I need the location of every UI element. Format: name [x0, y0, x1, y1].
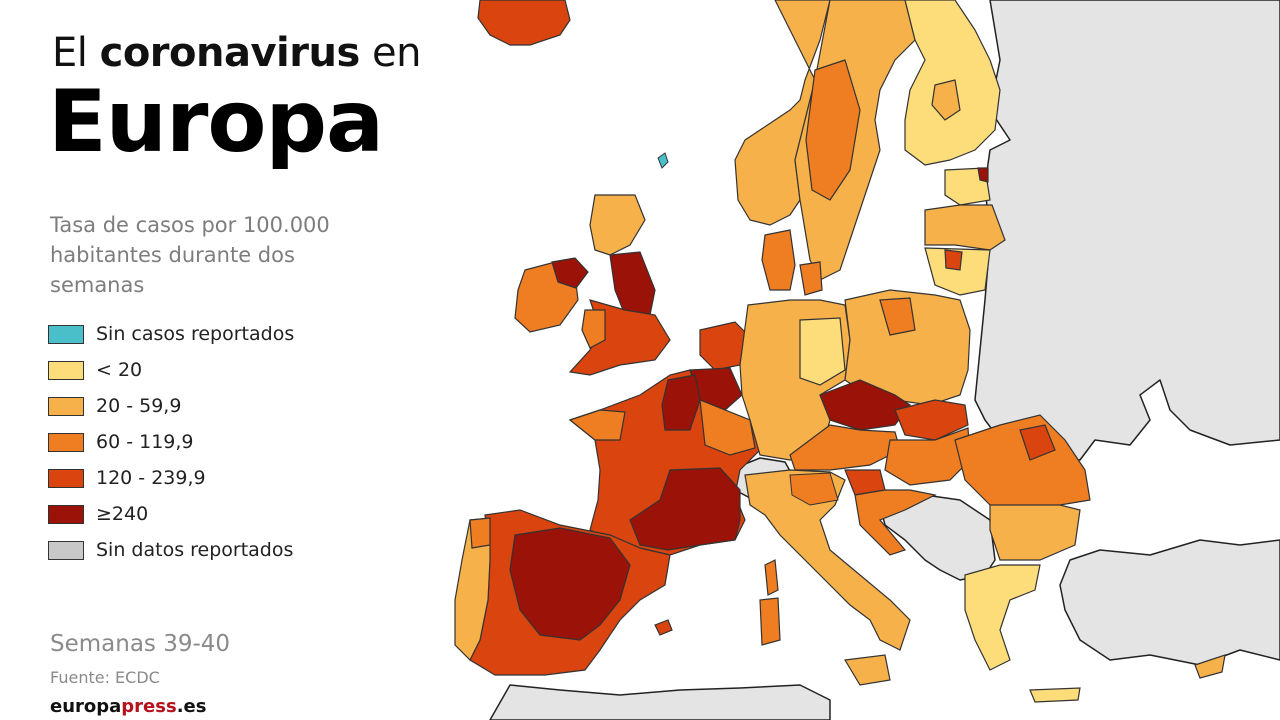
legend-swatch-no-cases: [48, 324, 84, 344]
estonia-hotspot: [977, 167, 989, 183]
italy-north-orange: [789, 472, 839, 506]
baltics: [924, 167, 1006, 296]
legend-swatch-20-60: [48, 396, 84, 416]
latvia: [924, 204, 1006, 251]
sicily: [844, 654, 891, 686]
north-africa: [489, 684, 831, 720]
legend-swatch-gte240: [48, 504, 84, 524]
poland: [844, 289, 971, 406]
slovakia: [894, 399, 969, 441]
denmark: [761, 229, 796, 291]
source-credit: Fuente: ECDC: [50, 668, 160, 687]
faroe-islands: [657, 152, 669, 169]
scandinavia: [734, 0, 1001, 281]
legend-swatch-lt20: [48, 360, 84, 380]
poland-orange: [879, 297, 916, 336]
subtitle: Tasa de casos por 100.000 habitantes dur…: [50, 213, 330, 297]
hungary: [884, 427, 971, 486]
lithuania: [924, 247, 991, 296]
title-suffix: en: [359, 30, 421, 76]
legend-label: < 20: [96, 359, 143, 381]
benelux: [689, 321, 749, 411]
legend-label: 60 - 119,9: [96, 431, 194, 453]
greece: [964, 564, 1041, 671]
brand-part3: .es: [176, 696, 207, 717]
cyprus: [1194, 654, 1226, 679]
legend-swatch-60-120: [48, 432, 84, 452]
legend-item: < 20: [48, 352, 294, 388]
france-east: [699, 399, 756, 456]
england-north: [609, 251, 656, 316]
romania: [954, 414, 1091, 511]
title-prefix: El: [52, 30, 100, 76]
british-isles: [514, 194, 671, 376]
sweden-central: [805, 59, 861, 201]
legend: Sin casos reportados < 20 20 - 59,9 60 -…: [48, 316, 294, 568]
lithuania-hot: [944, 249, 963, 271]
crete: [1029, 687, 1081, 703]
legend-swatch-120-240: [48, 468, 84, 488]
legend-label: Sin casos reportados: [96, 323, 295, 345]
brand-logo: europapress.es: [50, 696, 206, 717]
sardinia: [759, 597, 781, 646]
france-northeast: [661, 374, 701, 431]
legend-label: Sin datos reportados: [96, 539, 294, 561]
romania-hot: [1019, 424, 1056, 461]
balearic: [654, 619, 673, 636]
date-range: Semanas 39-40: [50, 631, 231, 657]
italy: [744, 469, 911, 651]
legend-item: Sin datos reportados: [48, 532, 294, 568]
title-bold: coronavirus: [99, 30, 361, 76]
page-title: Europa: [48, 72, 384, 172]
iberia: [454, 509, 673, 676]
iceland: [477, 0, 571, 46]
info-panel: El coronavirus en Europa Tasa de casos p…: [0, 0, 440, 720]
wales: [581, 309, 606, 349]
turkey: [1059, 539, 1280, 666]
france-southeast: [629, 467, 741, 551]
title-line1: El coronavirus en: [52, 30, 421, 76]
southeast-europe: [954, 414, 1226, 703]
portugal-north: [469, 517, 491, 549]
legend-item: Sin casos reportados: [48, 316, 294, 352]
legend-swatch-no-data: [48, 540, 84, 560]
denmark-islands: [799, 261, 823, 296]
spain-central: [509, 527, 631, 641]
central-europe: [739, 289, 971, 556]
legend-item: 20 - 59,9: [48, 388, 294, 424]
legend-item: 60 - 119,9: [48, 424, 294, 460]
brand-part2: press: [121, 696, 177, 717]
brand-part1: europa: [50, 696, 122, 717]
france-west: [568, 409, 626, 441]
finland-orange: [931, 79, 961, 121]
corsica: [764, 559, 779, 596]
croatia: [854, 489, 937, 556]
france: [568, 369, 779, 596]
legend-item: ≥240: [48, 496, 294, 532]
eastern-land: [974, 0, 1280, 461]
legend-label: ≥240: [96, 503, 149, 525]
legend-item: 120 - 239,9: [48, 460, 294, 496]
northern-ireland: [551, 257, 589, 289]
bulgaria: [989, 504, 1081, 561]
scotland: [589, 194, 646, 256]
legend-label: 20 - 59,9: [96, 395, 182, 417]
legend-label: 120 - 239,9: [96, 467, 206, 489]
germany-east: [799, 317, 846, 386]
